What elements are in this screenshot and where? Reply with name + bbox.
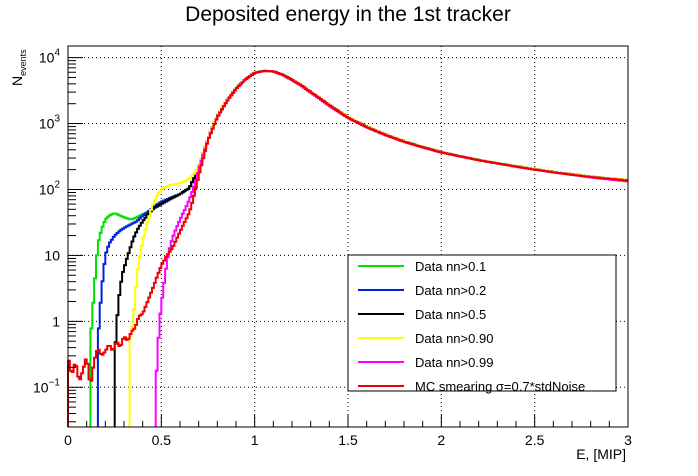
y-tick-label: 10−1 [33,377,60,395]
axis-ticks [67,57,629,427]
x-tick-label: 0.5 [152,432,172,448]
y-tick-label: 104 [39,48,61,66]
y-tick-label: 10 [44,247,60,263]
legend-label: Data nn>0.99 [415,355,493,370]
x-tick-label: 1.5 [338,432,358,448]
legend-label: MC smearing σ=0.7*stdNoise [415,379,585,394]
y-axis-label-main: N [9,76,25,86]
x-tick-label: 1 [251,432,259,448]
series-line-5 [67,69,628,427]
x-tick-labels: 0 0.5 1 1.5 2 2.5 3 [64,432,632,448]
legend: Data nn>0.1 Data nn>0.2 Data nn>0.5 Data nn… [347,254,617,394]
y-axis-label-sub: events [18,49,28,76]
y-axis-label-group: Nevents [9,49,28,86]
legend-entries: Data nn>0.1 Data nn>0.2 Data nn>0.5 Data nn… [358,259,585,394]
legend-label: Data nn>0.1 [415,259,486,274]
series-layer [67,69,628,427]
y-tick-label: 102 [39,179,61,197]
x-tick-label: 3 [624,432,632,448]
legend-label: Data nn>0.5 [415,307,486,322]
y-axis-label: Nevents [9,49,28,86]
x-tick-label: 0 [64,432,72,448]
legend-label: Data nn>0.90 [415,331,493,346]
y-tick-label: 1 [52,313,60,329]
legend-box [347,254,617,392]
x-tick-label: 2 [437,432,445,448]
x-tick-label: 2.5 [525,432,545,448]
y-tick-label: 103 [39,114,61,132]
chart-title: Deposited energy in the 1st tracker [185,3,511,26]
legend-label: Data nn>0.2 [415,283,486,298]
y-tick-labels: 10−1 1 10 102 103 104 [33,48,60,396]
x-axis-label: E, [MIP] [576,446,626,462]
